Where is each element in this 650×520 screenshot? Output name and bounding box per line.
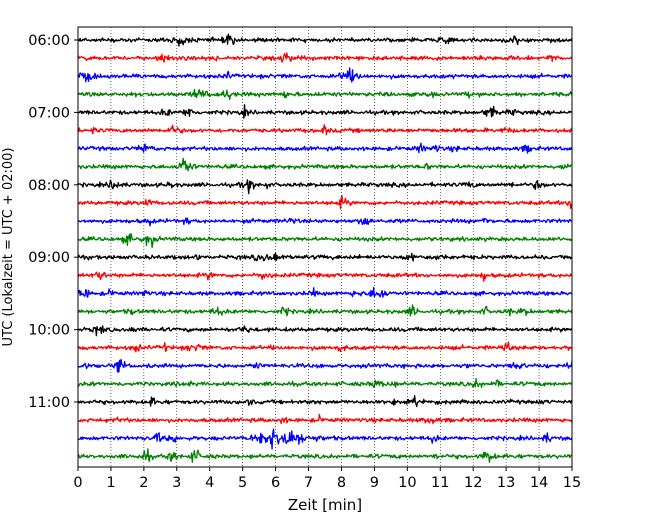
x-tick-label-7: 7 (304, 475, 313, 491)
x-tick-label-15: 15 (563, 475, 581, 491)
trace-row-0945 (77, 304, 573, 317)
seismic-traces (77, 33, 573, 463)
trace-row-0730 (77, 142, 573, 154)
y-tick-label-1000: 10:00 (28, 323, 70, 339)
x-tick-label-11: 11 (431, 475, 449, 491)
x-tick-label-0: 0 (73, 475, 82, 491)
y-tick-label-0600: 06:00 (28, 33, 70, 49)
y-tick-label-1100: 11:00 (28, 395, 70, 411)
trace-row-1130 (77, 428, 573, 450)
x-axis-label: Zeit [min] (288, 496, 362, 514)
trace-row-0615 (77, 52, 573, 63)
x-tick-label-2: 2 (139, 475, 148, 491)
x-tick-label-1: 1 (106, 475, 115, 491)
x-tick-label-12: 12 (464, 475, 482, 491)
x-tick-label-13: 13 (497, 475, 515, 491)
y-axis-ticks: 06:00 07:00 08:00 09:00 10:00 11:00 (28, 33, 78, 411)
x-tick-label-3: 3 (172, 475, 181, 491)
x-axis-ticks: 0 1 2 3 4 5 6 7 8 9 10 11 12 13 14 15 (73, 467, 581, 491)
trace-row-1100 (77, 394, 573, 408)
x-tick-label-10: 10 (398, 475, 416, 491)
trace-row-1030 (77, 358, 573, 373)
y-tick-label-0800: 08:00 (28, 178, 70, 194)
grid-lines (110, 27, 540, 467)
trace-row-0700 (77, 104, 573, 119)
y-tick-label-0900: 09:00 (28, 250, 70, 266)
y-axis-label: UTC (Lokalzeit = UTC + 02:00) (1, 148, 16, 347)
trace-row-1000 (77, 325, 573, 337)
trace-row-0815 (77, 194, 573, 210)
plot-frame (77, 26, 573, 468)
trace-row-0745 (77, 157, 573, 172)
x-tick-label-4: 4 (205, 475, 214, 491)
trace-row-0830 (77, 217, 573, 227)
trace-row-0930 (77, 286, 573, 298)
x-tick-label-9: 9 (370, 475, 379, 491)
trace-row-0900 (77, 252, 573, 262)
x-tick-label-6: 6 (271, 475, 280, 491)
trace-row-1015 (77, 341, 573, 353)
trace-row-0630 (77, 67, 573, 83)
trace-row-0845 (77, 233, 573, 249)
trace-row-0915 (77, 271, 573, 282)
trace-row-0800 (77, 179, 573, 195)
trace-row-0645 (77, 88, 573, 101)
trace-row-1145 (77, 448, 573, 463)
trace-row-1115 (77, 413, 573, 425)
x-tick-label-8: 8 (337, 475, 346, 491)
x-tick-label-5: 5 (238, 475, 247, 491)
y-tick-label-0700: 07:00 (28, 105, 70, 121)
trace-row-0600 (77, 33, 573, 47)
trace-row-1045 (77, 378, 573, 388)
x-tick-label-14: 14 (530, 475, 548, 491)
trace-row-0715 (77, 124, 573, 136)
